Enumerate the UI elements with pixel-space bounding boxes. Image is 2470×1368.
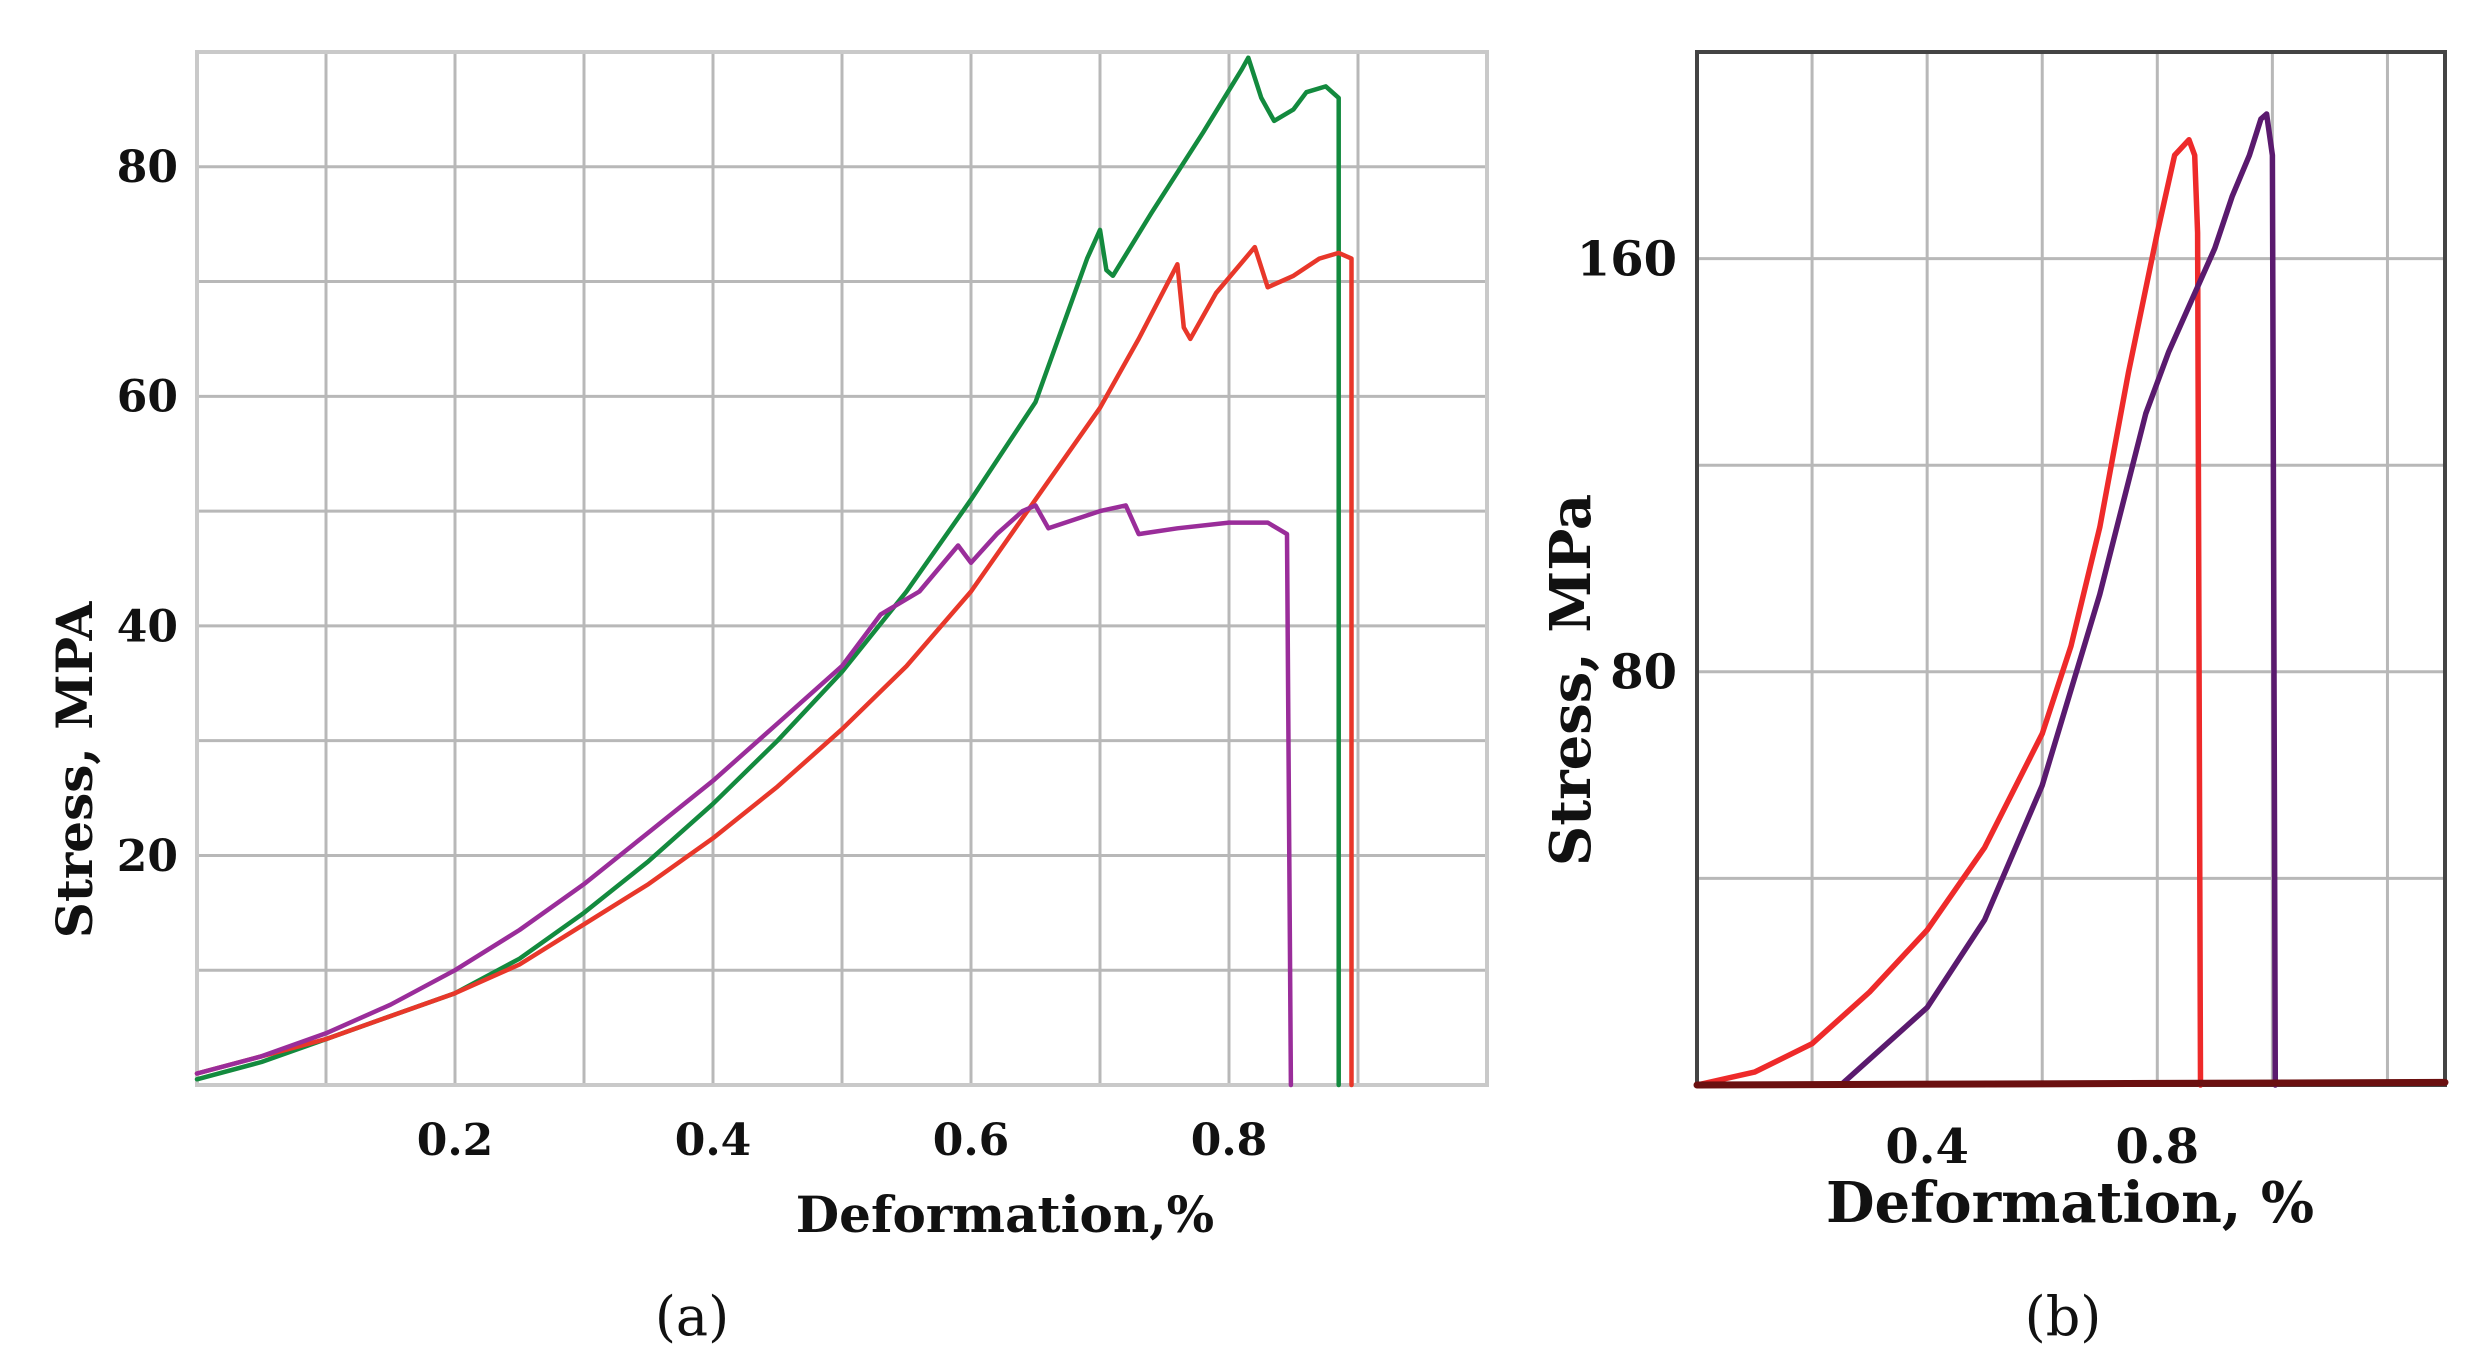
y-tick-label-a-1: 40 <box>117 601 178 652</box>
y-tick-labels-b: 80 160 <box>1577 231 1677 700</box>
x-tick-labels-b: 0.4 0.8 <box>1885 1119 2199 1175</box>
x-tick-label-a-1: 0.4 <box>675 1115 752 1166</box>
series-line-b-baseline <box>1693 1078 2449 1089</box>
plot-frame-a <box>195 50 1489 1087</box>
panel-label-b: (b) <box>2025 1285 2102 1348</box>
series-line-b-dark-purple <box>1838 111 2279 1088</box>
series-line-b-red <box>1694 137 2204 1088</box>
series-line-a-red <box>194 244 1354 1088</box>
chart-panel-a: 0.2 0.4 0.6 0.8 20 40 60 80 Deformation,% Stre… <box>45 50 1489 1348</box>
y-tick-label-a-3: 80 <box>117 142 178 193</box>
panel-label-a: (a) <box>655 1285 729 1348</box>
series-line-a-purple <box>194 503 1294 1088</box>
y-axis-title-a: Stress, MPA <box>45 601 104 939</box>
y-tick-label-a-2: 60 <box>117 372 178 423</box>
x-tick-label-a-0: 0.2 <box>417 1115 494 1166</box>
x-tick-label-b-1: 0.8 <box>2116 1119 2200 1175</box>
x-tick-labels-a: 0.2 0.4 0.6 0.8 <box>417 1115 1268 1166</box>
x-axis-title-b: Deformation, % <box>1826 1170 2314 1236</box>
y-tick-label-b-0: 80 <box>1610 645 1677 701</box>
series-layer-b <box>1693 111 2449 1089</box>
series-line-a-green <box>194 55 1341 1088</box>
x-axis-title-a: Deformation,% <box>796 1185 1214 1244</box>
x-tick-label-b-0: 0.4 <box>1885 1119 1969 1175</box>
x-tick-label-a-3: 0.8 <box>1191 1115 1268 1166</box>
y-axis-title-b: Stress, MPa <box>1538 494 1604 866</box>
series-layer-a <box>194 55 1354 1088</box>
y-tick-label-b-1: 160 <box>1577 231 1677 287</box>
y-tick-labels-a: 20 40 60 80 <box>117 142 178 882</box>
x-tick-label-a-2: 0.6 <box>933 1115 1010 1166</box>
y-tick-label-a-0: 20 <box>117 831 178 882</box>
grid-a <box>197 52 1487 1085</box>
